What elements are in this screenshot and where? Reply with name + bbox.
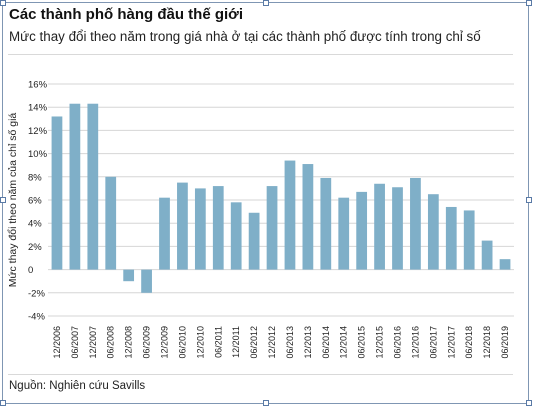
bar-12-2018	[481, 240, 493, 270]
resize-handle-middle-left[interactable]	[0, 197, 6, 203]
chart-subtitle: Mức thay đổi theo năm trong giá nhà ở tạ…	[9, 29, 481, 44]
resize-handle-top-right[interactable]	[526, 0, 532, 6]
bar-06-2019	[499, 259, 511, 270]
x-tick-label: 12/2014	[339, 326, 349, 359]
y-tick-label: 12%	[28, 126, 48, 137]
bar-12-2014	[338, 197, 350, 270]
bar-12-2007	[87, 103, 99, 270]
resize-handle-bottom-left[interactable]	[0, 400, 6, 406]
bar-06-2009	[141, 269, 152, 293]
y-tick-label: 2%	[28, 242, 42, 253]
y-tick-label: -2%	[28, 288, 45, 299]
resize-handle-top-center[interactable]	[263, 0, 269, 6]
x-tick-label: 06/2013	[285, 326, 295, 359]
x-tick-label: 06/2016	[393, 326, 403, 359]
bar-12-2012	[266, 186, 278, 270]
bar-06-2014	[320, 177, 332, 270]
bar-chart: -4% -2% 0 2% 4% 6% 8% 10% 12% 14% 16% 12/2006 06/200…	[28, 80, 514, 359]
x-tick-label: 06/2017	[428, 326, 438, 359]
bar-06-2015	[356, 191, 368, 270]
x-tick-label: 06/2012	[249, 326, 259, 359]
y-tick-label: -4%	[28, 312, 45, 323]
bar-12-2013	[302, 164, 314, 270]
x-tick-label: 12/2016	[410, 326, 420, 359]
bar-06-2012	[248, 212, 260, 270]
bar-12-2010	[194, 188, 206, 270]
x-tick-label: 06/2018	[464, 326, 474, 359]
y-tick-label: 8%	[28, 172, 42, 183]
bar-06-2008	[105, 176, 117, 270]
y-tick-label: 0	[28, 265, 33, 276]
bar-06-2007	[69, 103, 81, 270]
x-tick-label: 06/2007	[70, 326, 80, 359]
resize-handle-bottom-right[interactable]	[526, 400, 532, 406]
y-tick-label: 10%	[28, 149, 48, 160]
x-tick-label: 12/2011	[231, 326, 241, 358]
x-tick-label: 12/2015	[375, 326, 385, 359]
bar-06-2018	[463, 210, 475, 270]
x-tick-label: 06/2011	[213, 326, 223, 358]
bar-12-2008	[123, 269, 135, 282]
x-tick-label: 06/2008	[106, 326, 116, 359]
footer-divider	[8, 374, 513, 375]
x-tick-label: 12/2008	[124, 326, 134, 359]
x-tick-label: 06/2010	[177, 326, 187, 359]
resize-handle-bottom-center[interactable]	[263, 400, 269, 406]
y-tick-label: 6%	[28, 196, 42, 207]
y-tick-label: 14%	[28, 103, 48, 114]
x-tick-label: 06/2014	[321, 326, 331, 359]
bar-12-2017	[445, 206, 457, 270]
resize-handle-top-left[interactable]	[0, 0, 6, 6]
x-tick-label: 12/2012	[267, 326, 277, 359]
x-tick-label: 12/2009	[160, 326, 170, 359]
x-tick-label: 12/2007	[88, 326, 98, 359]
x-tick-label: 06/2019	[500, 326, 510, 359]
bar-06-2017	[427, 194, 439, 270]
y-tick-label: 16%	[28, 80, 48, 91]
x-tick-label: 12/2013	[303, 326, 313, 359]
title-divider	[8, 54, 513, 55]
bar-06-2010	[177, 182, 188, 270]
x-tick-label: 06/2015	[357, 326, 367, 359]
bar-06-2016	[392, 187, 403, 270]
bar-12-2015	[374, 183, 385, 270]
x-tick-label: 12/2017	[446, 326, 456, 359]
bar-06-2013	[284, 160, 296, 270]
x-tick-label: 12/2018	[482, 326, 492, 359]
bar-12-2006	[51, 116, 63, 270]
bar-12-2009	[159, 197, 170, 270]
x-tick-label: 06/2009	[142, 326, 152, 359]
bar-06-2011	[212, 186, 224, 270]
x-tick-label: 12/2006	[52, 326, 62, 359]
chart-title: Các thành phố hàng đầu thế giới	[9, 6, 243, 23]
x-tick-label: 12/2010	[195, 326, 205, 359]
bar-12-2016	[410, 177, 421, 270]
y-tick-label: 4%	[28, 219, 42, 230]
bar-12-2011	[230, 202, 242, 270]
resize-handle-middle-right[interactable]	[526, 197, 532, 203]
source-note: Nguồn: Nghiên cứu Savills	[9, 380, 146, 392]
